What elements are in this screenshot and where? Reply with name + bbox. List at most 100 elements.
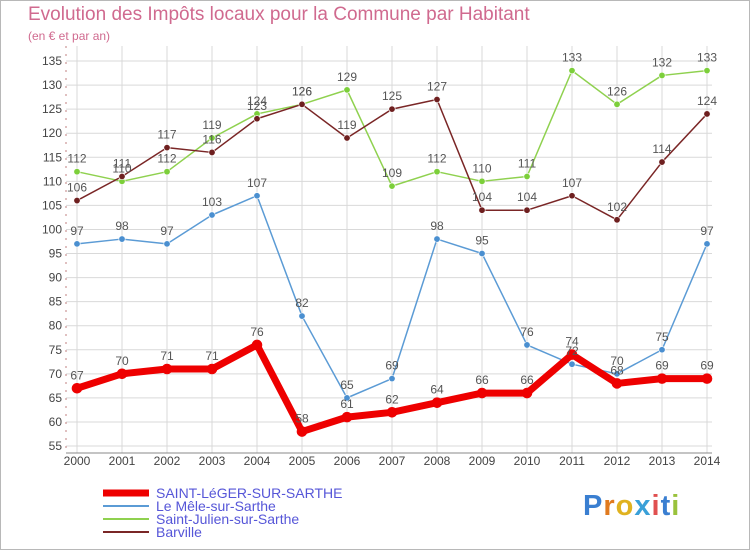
data-point [163,240,171,248]
data-label: 125 [382,89,402,103]
data-label: 71 [205,349,219,363]
data-label: 71 [160,349,174,363]
data-point [118,235,126,243]
data-label: 66 [520,373,534,387]
data-label: 75 [655,330,669,344]
data-label: 109 [382,166,402,180]
data-label: 123 [247,99,267,113]
data-point [566,349,578,360]
data-point [73,240,81,248]
data-label: 106 [67,181,87,195]
data-point [658,158,666,166]
data-label: 110 [472,161,491,175]
data-label: 112 [67,152,86,166]
data-point [116,368,128,380]
data-point [341,411,353,423]
x-tick-label: 2013 [649,454,676,468]
x-tick-label: 2011 [559,454,585,468]
y-tick-label: 55 [49,439,63,453]
data-point [478,206,486,214]
data-point [343,134,351,142]
data-label: 65 [340,378,354,392]
data-label: 132 [652,55,672,69]
y-tick-label: 115 [43,150,62,164]
y-tick-label: 95 [49,247,63,261]
data-point [208,134,216,142]
data-label: 58 [295,412,309,426]
data-label: 97 [70,224,84,238]
data-point [568,67,576,75]
data-label: 76 [250,325,264,339]
data-label: 98 [430,219,444,233]
data-label: 114 [652,142,671,156]
data-point [388,105,396,113]
data-point [568,360,576,368]
data-point [161,363,173,375]
data-point [521,387,533,399]
data-point [343,394,351,402]
x-tick-label: 2008 [424,454,451,468]
data-point [433,96,441,104]
data-point [388,375,396,383]
data-label: 70 [115,354,129,368]
data-label: 104 [517,190,537,204]
data-point [523,173,531,181]
y-tick-label: 105 [42,198,62,212]
data-label: 72 [565,344,579,358]
x-tick-label: 2007 [379,454,406,468]
data-label: 76 [520,325,534,339]
logo-letter: i [671,490,681,522]
data-point [118,173,126,181]
data-label: 126 [292,84,312,98]
legend-label: Barville [156,524,202,540]
y-tick-label: 90 [49,271,63,285]
data-label: 126 [607,84,627,98]
x-tick-label: 2006 [334,454,361,468]
data-point [388,182,396,190]
data-label: 119 [337,118,356,132]
data-label: 95 [475,234,489,248]
x-tick-label: 2000 [64,454,91,468]
data-label: 69 [655,359,669,373]
data-point [613,370,621,378]
data-point [611,378,623,389]
y-tick-label: 65 [49,391,63,405]
data-label: 66 [475,373,489,387]
x-tick-label: 2003 [199,454,226,468]
chart-subtitle: (en € et par an) [28,29,111,43]
data-point [568,192,576,200]
data-label: 127 [427,80,447,94]
data-point [523,206,531,214]
data-label: 111 [113,157,132,171]
data-label: 112 [427,152,446,166]
y-tick-label: 130 [42,78,62,92]
data-point [343,86,351,94]
data-point [208,211,216,219]
data-label: 69 [385,359,399,373]
data-label: 129 [337,70,357,84]
y-tick-label: 135 [42,54,62,68]
data-point [658,346,666,354]
data-label: 67 [70,368,84,382]
data-point [253,192,261,200]
x-tick-label: 2005 [289,454,316,468]
logo-letter: o [615,490,635,522]
data-point [206,363,218,375]
x-tick-label: 2001 [109,454,136,468]
data-point [208,148,216,156]
data-label: 61 [340,397,354,411]
legend-label: Saint-Julien-sur-Sarthe [156,511,299,527]
data-point [433,235,441,243]
data-point [523,341,531,349]
data-point [163,168,171,176]
data-label: 124 [697,94,717,108]
data-label: 69 [700,359,714,373]
data-point [658,71,666,79]
data-point [296,426,308,437]
data-point [703,240,711,248]
x-tick-label: 2012 [604,454,631,468]
data-label: 117 [157,128,176,142]
data-label: 126 [292,84,312,98]
data-label: 107 [562,176,582,190]
